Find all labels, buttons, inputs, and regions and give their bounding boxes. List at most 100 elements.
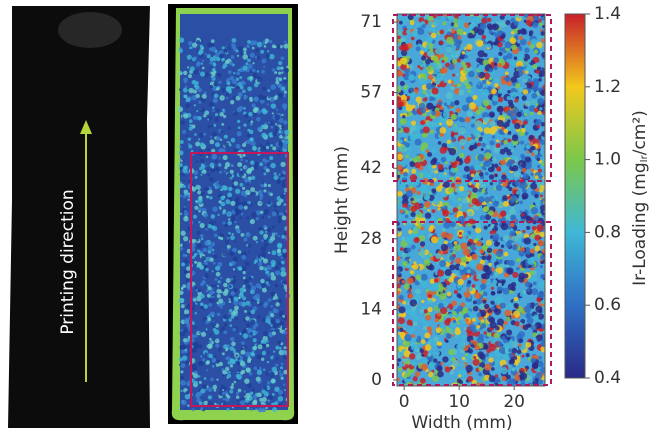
scan-speckle [269,156,273,160]
heatmap-speckle [511,235,518,242]
heatmap-speckle [411,37,415,41]
scan-speckle [276,213,278,215]
scan-speckle [184,81,186,83]
heatmap-speckle [407,320,413,326]
heatmap-speckle [472,198,479,205]
scan-speckle [201,164,204,167]
heatmap-speckle [420,349,424,353]
scan-speckle [210,85,213,88]
heatmap-speckle [532,22,538,28]
scan-speckle [272,367,277,372]
heatmap-speckle [463,174,467,178]
heatmap-speckle [520,370,523,373]
heatmap-speckle [466,84,472,90]
scan-speckle [205,240,209,244]
scan-speckle [282,283,285,286]
scan-speckle [223,170,225,172]
heatmap-speckle [403,172,408,177]
scan-speckle [204,265,208,269]
scan-speckle [182,168,187,173]
heatmap-speckle [517,30,520,33]
scan-speckle [200,389,205,394]
scan-speckle [203,133,206,136]
heatmap-speckle [398,317,405,324]
scan-speckle [184,210,187,213]
heatmap-speckle [492,233,499,240]
scan-speckle [210,377,214,381]
scan-speckle [269,230,271,232]
scan-speckle [268,216,271,219]
scan-speckle [199,401,203,405]
heatmap-speckle [435,253,441,259]
scan-speckle [179,71,183,75]
scan-speckle [252,192,256,196]
heatmap-speckle [420,378,426,384]
heatmap-speckle [503,321,507,325]
scan-speckle [260,95,265,100]
scan-speckle [231,316,234,319]
scan-speckle [218,280,221,283]
heatmap-speckle [486,240,492,246]
scan-speckle [233,111,238,116]
scan-speckle [212,206,218,212]
scan-speckle [234,181,239,186]
scan-speckle [278,220,281,223]
scan-speckle [198,221,200,223]
scan-speckle [266,146,269,149]
heatmap-speckle [410,125,416,131]
heatmap-speckle [498,52,502,56]
heatmap-speckle [453,34,458,39]
heatmap-speckle [467,280,471,284]
scan-speckle [215,118,219,122]
heatmap-speckle [476,264,483,271]
heatmap-speckle [527,289,530,292]
heatmap-speckle [504,252,509,257]
heatmap-speckle [484,160,491,167]
heatmap-speckle [420,50,424,54]
scan-speckle [246,169,251,174]
heatmap-speckle [495,174,498,177]
scan-speckle [200,159,204,163]
scan-speckle [201,63,203,65]
heatmap-speckle [539,309,543,313]
heatmap-speckle [501,115,504,118]
scan-speckle [232,38,237,43]
scan-speckle [218,350,220,352]
scan-speckle [184,212,189,217]
heatmap-speckle [437,270,444,277]
scan-speckle [261,247,266,252]
heatmap-speckle [524,48,529,53]
scan-speckle [233,72,235,74]
scan-speckle [244,194,247,197]
heatmap-speckle [425,59,430,64]
scan-speckle [215,142,220,147]
scan-speckle [203,248,208,253]
heatmap-speckle [490,301,494,305]
scan-speckle [272,211,277,216]
heatmap-speckle [449,148,456,155]
heatmap-speckle [523,79,528,84]
scan-speckle [275,114,281,120]
scan-speckle [203,304,208,309]
heatmap-speckle [450,86,455,91]
scan-speckle [283,120,287,124]
scan-speckle [182,254,185,257]
scan-speckle [206,156,208,158]
heatmap-speckle [488,167,493,172]
heatmap-speckle [407,277,414,284]
scan-speckle [264,122,267,125]
scan-speckle [213,82,217,86]
scan-speckle [251,212,257,218]
heatmap-speckle [477,337,484,344]
scan-speckle [275,123,277,125]
heatmap-speckle [503,235,509,241]
scan-speckle [208,303,212,307]
heatmap-speckle [433,56,439,62]
heatmap-speckle [531,276,537,282]
heatmap-speckle [431,33,437,39]
heatmap-speckle [481,148,484,151]
scan-speckle [212,68,215,71]
heatmap-speckle [478,196,485,203]
heatmap-speckle [526,20,532,26]
scan-speckle [189,46,192,49]
